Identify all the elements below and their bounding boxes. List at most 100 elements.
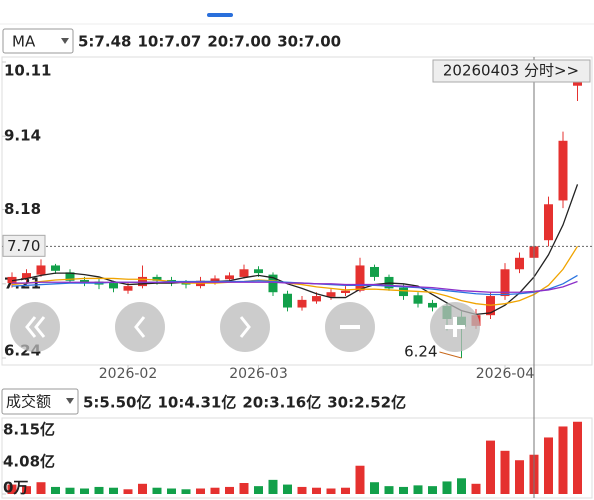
volume-dropdown[interactable] bbox=[1, 388, 79, 415]
legend-entry: 20:7.00 bbox=[207, 33, 271, 51]
volume-bar bbox=[239, 483, 249, 494]
volume-bar bbox=[283, 484, 292, 494]
y-tick-label: 9.14 bbox=[4, 127, 41, 145]
y-tick-label: 0万 bbox=[3, 479, 28, 497]
candle-body bbox=[428, 302, 437, 308]
volume-bar bbox=[22, 486, 31, 494]
fast-back-button[interactable] bbox=[10, 302, 60, 352]
crosshair-price-box bbox=[2, 234, 46, 257]
annotation-line bbox=[439, 351, 462, 359]
volume-bar bbox=[94, 486, 104, 494]
y-tick-label: 10.11 bbox=[4, 62, 51, 80]
indicator-dropdown[interactable] bbox=[2, 28, 74, 54]
candle-body bbox=[210, 278, 220, 282]
volume-bar bbox=[442, 481, 452, 494]
volume-bar bbox=[558, 426, 568, 494]
volume-bar bbox=[370, 482, 379, 494]
forward-button[interactable] bbox=[220, 302, 270, 352]
candle-body bbox=[326, 292, 336, 297]
candle-body bbox=[22, 273, 31, 279]
ma-line bbox=[11, 245, 579, 306]
legend-entry: 30:7.00 bbox=[277, 33, 341, 51]
candle-body bbox=[51, 265, 60, 271]
back-button[interactable] bbox=[115, 302, 165, 352]
volume-bar bbox=[413, 485, 423, 494]
legend-entry: 30:2.52亿 bbox=[327, 394, 406, 412]
candle-body bbox=[152, 276, 162, 281]
volume-bar bbox=[384, 486, 394, 494]
dropdown-arrow bbox=[66, 398, 74, 404]
candle-body bbox=[254, 269, 263, 274]
volume-bar bbox=[181, 489, 191, 494]
volume-frame bbox=[1, 417, 593, 499]
ma-line bbox=[12, 280, 578, 293]
candle-body bbox=[109, 283, 118, 289]
volume-bar bbox=[515, 460, 524, 494]
candle-body bbox=[500, 269, 510, 297]
crosshair-price: 7.70 bbox=[7, 237, 40, 255]
zoom-out-button[interactable] bbox=[325, 302, 375, 352]
volume-bar bbox=[326, 488, 336, 494]
candle-body bbox=[312, 296, 321, 302]
candle-body bbox=[341, 290, 350, 293]
volume-bar bbox=[123, 489, 133, 494]
volume-bar bbox=[312, 487, 321, 494]
crosshair-date: 20260403 分时>> bbox=[443, 62, 579, 80]
candle-body bbox=[399, 287, 408, 297]
volume-bar bbox=[471, 483, 481, 494]
volume-bar bbox=[138, 483, 147, 494]
crosshair-date-box bbox=[432, 59, 591, 83]
volume-bar bbox=[268, 479, 278, 494]
candle-body bbox=[283, 293, 292, 308]
x-tick-label: 2026-02 bbox=[99, 366, 158, 382]
volume-bar bbox=[254, 486, 263, 494]
volume-bar bbox=[36, 482, 46, 494]
candle-body bbox=[297, 299, 307, 308]
x-tick-label: 2026-03 bbox=[229, 366, 288, 382]
volume-bar bbox=[486, 440, 495, 494]
candle-body bbox=[370, 266, 379, 277]
zoom-in-button[interactable] bbox=[430, 302, 480, 352]
volume-title: 成交额 bbox=[6, 393, 51, 411]
candle-body bbox=[558, 140, 568, 201]
volume-bar bbox=[7, 484, 17, 494]
x-tick-label: 2026-04 bbox=[476, 366, 535, 382]
volume-bar bbox=[399, 486, 408, 494]
dropdown-arrow bbox=[61, 38, 69, 44]
volume-bar bbox=[341, 487, 350, 494]
volume-bar bbox=[500, 450, 510, 494]
candle-body bbox=[225, 275, 234, 280]
candle-body bbox=[138, 276, 147, 287]
volume-bar bbox=[457, 478, 466, 494]
ma-line bbox=[11, 184, 579, 316]
volume-bar bbox=[196, 488, 205, 494]
y-tick-label: 8.15亿 bbox=[3, 421, 55, 439]
candle-body bbox=[268, 274, 278, 293]
candle-body bbox=[239, 269, 249, 277]
candle-body bbox=[7, 276, 17, 284]
candle-body bbox=[36, 265, 46, 275]
volume-bar bbox=[225, 486, 234, 494]
legend-entry: 20:3.16亿 bbox=[242, 394, 321, 412]
volume-bar bbox=[428, 486, 437, 494]
candle-body bbox=[413, 295, 423, 304]
candle-body bbox=[80, 279, 89, 284]
volume-bar bbox=[80, 488, 89, 494]
y-tick-label: 4.08亿 bbox=[3, 452, 55, 470]
volume-bar bbox=[152, 487, 162, 494]
candle-body bbox=[355, 265, 365, 291]
volume-bar bbox=[355, 465, 365, 494]
price-frame bbox=[1, 56, 593, 366]
candle-body bbox=[65, 272, 75, 281]
candle-body bbox=[544, 204, 553, 241]
tab-indicator bbox=[207, 13, 233, 17]
nav-buttons bbox=[10, 302, 480, 352]
volume-bar bbox=[65, 487, 75, 494]
volume-bar bbox=[573, 421, 582, 494]
volume-bar bbox=[210, 487, 220, 494]
annotation: 6.24 bbox=[404, 343, 437, 361]
legend-entry: 5:7.48 bbox=[78, 33, 131, 51]
volume-bar bbox=[544, 437, 553, 494]
y-tick-label: 8.18 bbox=[4, 200, 41, 218]
